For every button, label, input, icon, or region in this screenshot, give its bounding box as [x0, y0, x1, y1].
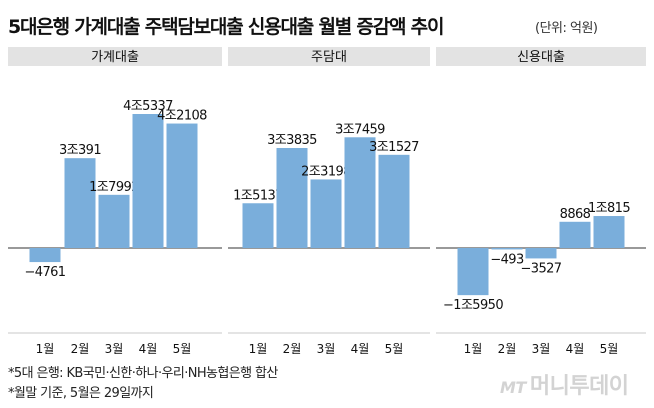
- x-tick-label: 1월: [249, 342, 268, 356]
- data-label: −493: [490, 252, 524, 267]
- bar: [242, 203, 274, 248]
- x-tick-label: 2월: [498, 342, 517, 356]
- data-label: 3조3835: [267, 133, 317, 148]
- x-tick-label: 5월: [385, 342, 404, 356]
- x-tick-label: 1월: [464, 342, 483, 356]
- unit-label: (단위: 억원): [535, 21, 598, 36]
- footnote-basis: *월말 기준, 5월은 29일까지: [8, 386, 154, 401]
- x-tick-label: 1월: [36, 342, 55, 356]
- x-tick-label: 2월: [71, 342, 90, 356]
- data-label: −3527: [521, 261, 562, 276]
- data-label: 3조7459: [335, 122, 385, 137]
- x-tick-label: 3월: [532, 342, 551, 356]
- x-tick-label: 2월: [283, 342, 302, 356]
- bar: [378, 154, 410, 248]
- x-tick-label: 5월: [173, 342, 192, 356]
- data-label: 8868: [560, 207, 591, 222]
- bar: [491, 248, 523, 250]
- x-tick-label: 5월: [600, 342, 619, 356]
- bar: [64, 158, 96, 248]
- chart-title: 5대은행 가계대출 주택담보대출 신용대출 월별 증감액 추이: [8, 16, 444, 38]
- data-label: −1조5950: [443, 298, 503, 313]
- bar: [276, 147, 308, 248]
- bar: [457, 248, 489, 296]
- data-label: 4조5337: [123, 99, 173, 114]
- data-label: 3조1527: [369, 140, 419, 155]
- bar: [593, 216, 625, 248]
- panel-title: 가계대출: [91, 50, 139, 65]
- data-label: 3조391: [59, 143, 101, 158]
- panel-title: 신용대출: [517, 50, 565, 65]
- panel-header: [8, 47, 222, 66]
- brand-mark: MT: [500, 378, 526, 397]
- panel-header: [436, 47, 646, 66]
- x-tick-label: 4월: [351, 342, 370, 356]
- bar: [29, 248, 61, 263]
- data-label: 4조2108: [157, 109, 207, 124]
- bar: [344, 137, 376, 248]
- footnote-banks: *5대 은행: KB국민·신한·하나·우리·NH농협은행 합산: [8, 366, 278, 381]
- bar: [559, 221, 591, 248]
- data-label: 1조7992: [89, 180, 139, 195]
- brand-name: 머니투데이: [529, 374, 629, 399]
- panel-title: 주담대: [311, 50, 347, 65]
- brand-watermark: MT 머니투데이: [500, 368, 629, 400]
- data-label: 1조815: [588, 201, 630, 216]
- panel-header: [228, 47, 430, 66]
- x-tick-label: 3월: [105, 342, 124, 356]
- x-tick-label: 4월: [139, 342, 158, 356]
- data-label: 1조5137: [233, 188, 283, 203]
- bar: [310, 179, 342, 248]
- bar: [132, 114, 164, 248]
- bar: [525, 248, 557, 259]
- bar: [166, 123, 198, 248]
- data-label: 2조3198: [301, 164, 351, 179]
- data-label: −4761: [25, 265, 66, 280]
- bar: [98, 194, 130, 248]
- x-tick-label: 4월: [566, 342, 585, 356]
- x-tick-label: 3월: [317, 342, 336, 356]
